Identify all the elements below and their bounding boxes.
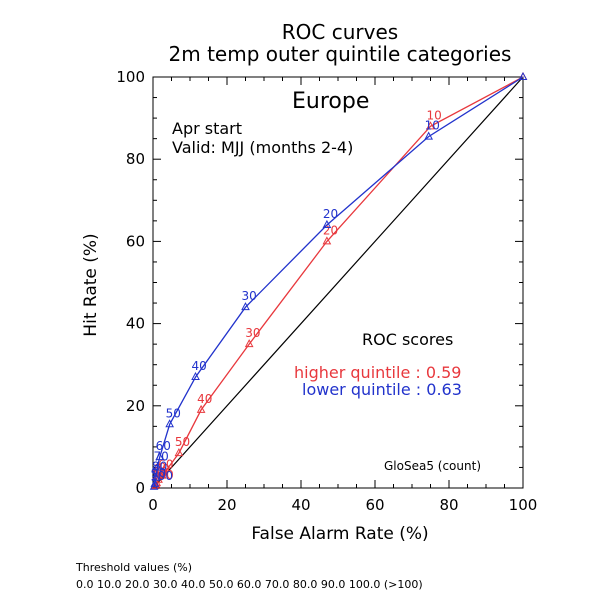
x-tick-label: 0: [148, 496, 158, 514]
x-tick-label: 80: [439, 496, 458, 514]
point-marker-lower-quintile: [518, 71, 528, 80]
chart-title: ROC curves: [282, 20, 398, 44]
point-marker-higher-quintile: [196, 404, 206, 413]
point-marker-higher-quintile: [154, 474, 163, 483]
point-label-lower-quintile: 60: [156, 439, 171, 453]
point-marker-higher-quintile: [322, 236, 332, 245]
point-marker-higher-quintile: [244, 339, 254, 348]
region-label: Europe: [292, 89, 369, 114]
no-skill-diagonal: [152, 76, 524, 489]
x-tick-label: 100: [509, 496, 538, 514]
point-label-lower-quintile: 10: [425, 119, 440, 133]
y-tick-label: 0: [135, 479, 145, 497]
point-marker-lower-quintile: [150, 478, 160, 487]
point-marker-lower-quintile: [155, 452, 164, 461]
threshold-title: Threshold values (%): [76, 561, 193, 574]
y-tick-label: 20: [126, 397, 145, 415]
point-label-higher-quintile: 50: [175, 435, 190, 449]
point-marker-lower-quintile: [191, 371, 200, 381]
point-marker-higher-quintile: [157, 470, 167, 479]
point-label-higher-quintile: 40: [197, 392, 212, 406]
score-lower-quintile: lower quintile : 0.63: [302, 380, 462, 399]
point-marker-higher-quintile: [174, 448, 184, 457]
point-marker-lower-quintile: [165, 419, 174, 428]
scores-title: ROC scores: [362, 330, 453, 349]
diagonal-line: [152, 76, 524, 489]
point-marker-lower-quintile: [153, 462, 162, 471]
valid-label: Valid: MJJ (months 2-4): [172, 138, 353, 157]
y-axis-label: Hit Rate (%): [81, 233, 101, 336]
point-marker-lower-quintile: [241, 302, 250, 311]
x-tick-label: 60: [365, 496, 384, 514]
y-tick-label: 80: [126, 150, 145, 168]
y-tick-label: 60: [126, 232, 145, 250]
y-tick-label: 40: [126, 315, 145, 333]
x-axis-label: False Alarm Rate (%): [251, 524, 428, 544]
model-label: GloSea5 (count): [384, 459, 481, 473]
point-marker-higher-quintile: [426, 121, 435, 130]
roc-chart: ROC curves 2m temp outer quintile catego…: [81, 20, 537, 544]
y-tick-label: 100: [116, 68, 145, 86]
score-higher-quintile: higher quintile : 0.59: [294, 363, 461, 382]
point-label-lower-quintile: 20: [323, 207, 338, 221]
axis-ticks: 0 20 40 60 80 100 0 20 40 60 80 100: [116, 68, 537, 514]
point-label-lower-quintile: 30: [242, 289, 257, 303]
start-label: Apr start: [172, 119, 242, 138]
point-label-lower-quintile: 40: [192, 359, 207, 373]
threshold-values: 0.0 10.0 20.0 30.0 40.0 50.0 60.0 70.0 8…: [76, 578, 423, 591]
point-label-lower-quintile: 100: [150, 469, 173, 483]
x-tick-label: 40: [291, 496, 310, 514]
point-marker-lower-quintile: [322, 219, 332, 228]
point-label-higher-quintile: 30: [245, 326, 260, 340]
point-label-higher-quintile: 10: [427, 108, 442, 122]
roc-series: 1009080706050403020101009080706050403020…: [149, 71, 528, 490]
point-label-lower-quintile: 50: [166, 406, 181, 420]
point-marker-lower-quintile: [151, 472, 161, 481]
x-tick-label: 20: [217, 496, 236, 514]
point-marker-lower-quintile: [424, 131, 433, 140]
chart-subtitle: 2m temp outer quintile categories: [169, 42, 512, 66]
point-label-higher-quintile: 60: [158, 458, 173, 472]
point-label-higher-quintile: 20: [323, 223, 338, 237]
